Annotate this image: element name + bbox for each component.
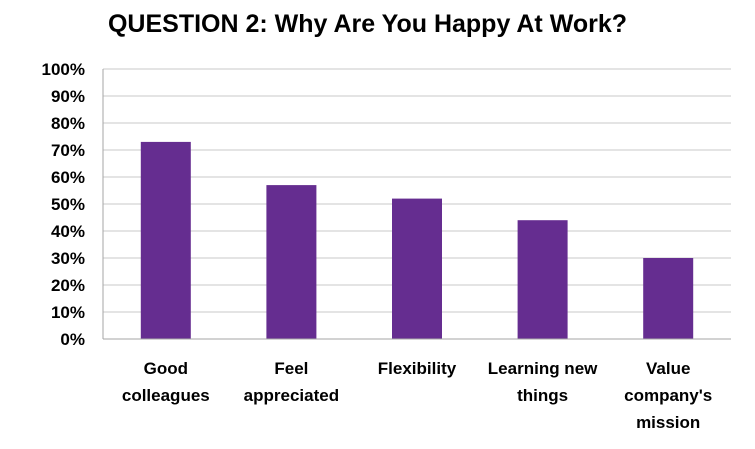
- x-category-label: Value company's mission: [624, 359, 712, 432]
- chart-title: QUESTION 2: Why Are You Happy At Work?: [107, 10, 628, 38]
- y-tick-label: 20%: [51, 276, 85, 295]
- bar: [266, 185, 317, 339]
- axes: [102, 69, 731, 340]
- x-category-label: Feel appreciated: [244, 359, 339, 405]
- y-tick-label: 10%: [51, 303, 85, 322]
- y-tick-label: 80%: [51, 114, 85, 133]
- x-axis-category-labels: Good colleagues Feel appreciated Flexibility…: [122, 359, 712, 432]
- x-category-label: Flexibility: [378, 359, 457, 378]
- y-tick-label: 70%: [51, 141, 85, 160]
- y-tick-label: 0%: [60, 330, 85, 349]
- bar: [643, 258, 694, 339]
- x-category-label: Good colleagues: [122, 359, 210, 405]
- bar: [140, 141, 191, 339]
- y-tick-label: 50%: [51, 195, 85, 214]
- y-axis-tick-labels: 0% 10% 20% 30% 40% 50% 60% 70% 80% 90% 100%: [42, 60, 85, 349]
- bars: [140, 141, 694, 339]
- bar: [392, 198, 442, 339]
- y-tick-label: 40%: [51, 222, 85, 241]
- y-tick-label: 100%: [42, 60, 85, 79]
- y-tick-label: 30%: [51, 249, 85, 268]
- bar: [517, 220, 568, 339]
- y-tick-label: 90%: [51, 87, 85, 106]
- x-category-label: Learning new things: [488, 359, 598, 405]
- y-tick-label: 60%: [51, 168, 85, 187]
